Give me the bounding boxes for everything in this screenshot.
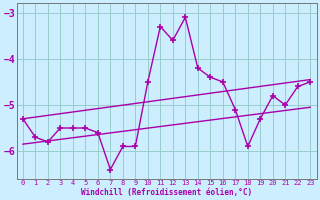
X-axis label: Windchill (Refroidissement éolien,°C): Windchill (Refroidissement éolien,°C) — [81, 188, 252, 197]
